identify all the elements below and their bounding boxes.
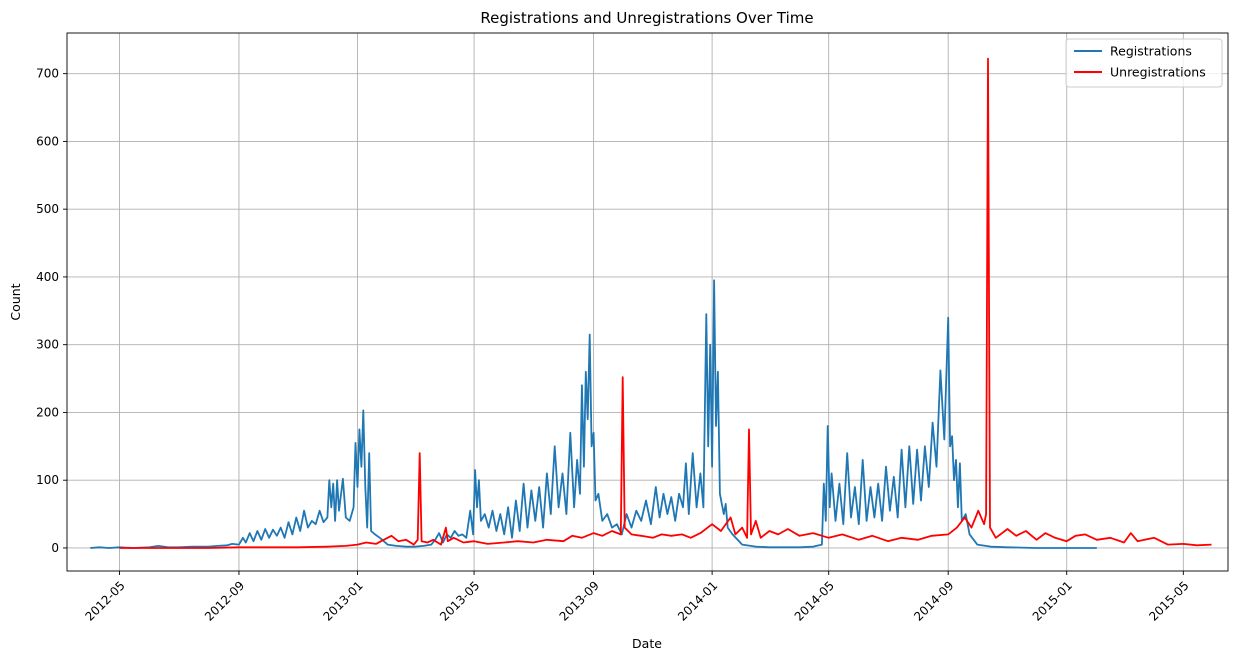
y-tick-label: 0 — [51, 541, 59, 555]
x-tick-label: 2014-09 — [911, 578, 956, 623]
y-tick-label: 600 — [36, 134, 59, 148]
y-tick-label: 700 — [36, 67, 59, 81]
chart-title: Registrations and Unregistrations Over T… — [480, 9, 813, 27]
x-tick-label: 2012-09 — [202, 578, 247, 623]
legend-label-registrations: Registrations — [1110, 44, 1192, 59]
x-tick-label: 2015-05 — [1146, 578, 1191, 623]
y-axis: 0 100 200 300 400 500 600 700 — [36, 67, 67, 555]
series-line-unregistrations — [119, 57, 1212, 549]
y-tick-label: 500 — [36, 202, 59, 216]
series-group — [90, 57, 1212, 549]
legend-box — [1065, 38, 1223, 88]
y-tick-label: 300 — [36, 338, 59, 352]
y-axis-label: Count — [8, 283, 23, 320]
x-tick-label: 2013-01 — [320, 578, 365, 623]
x-axis: 2012-05 2012-09 2013-01 2013-05 2013-09 2014-… — [82, 571, 1192, 624]
x-tick-label: 2012-05 — [82, 578, 127, 623]
x-axis-label: Date — [632, 636, 662, 651]
grid-lines — [67, 33, 1228, 571]
x-tick-label: 2013-09 — [557, 578, 602, 623]
x-tick-label: 2014-05 — [792, 578, 837, 623]
plot-frame — [66, 32, 1229, 572]
y-tick-label: 100 — [36, 473, 59, 487]
y-tick-label: 200 — [36, 405, 59, 419]
x-tick-label: 2014-01 — [675, 578, 720, 623]
x-tick-label: 2015-01 — [1030, 578, 1075, 623]
x-tick-label: 2013-05 — [437, 578, 482, 623]
y-tick-label: 400 — [36, 270, 59, 284]
legend-label-unregistrations: Unregistrations — [1110, 65, 1206, 80]
series-line-registrations — [90, 279, 1097, 549]
legend: Registrations Unregistrations — [1065, 38, 1223, 88]
